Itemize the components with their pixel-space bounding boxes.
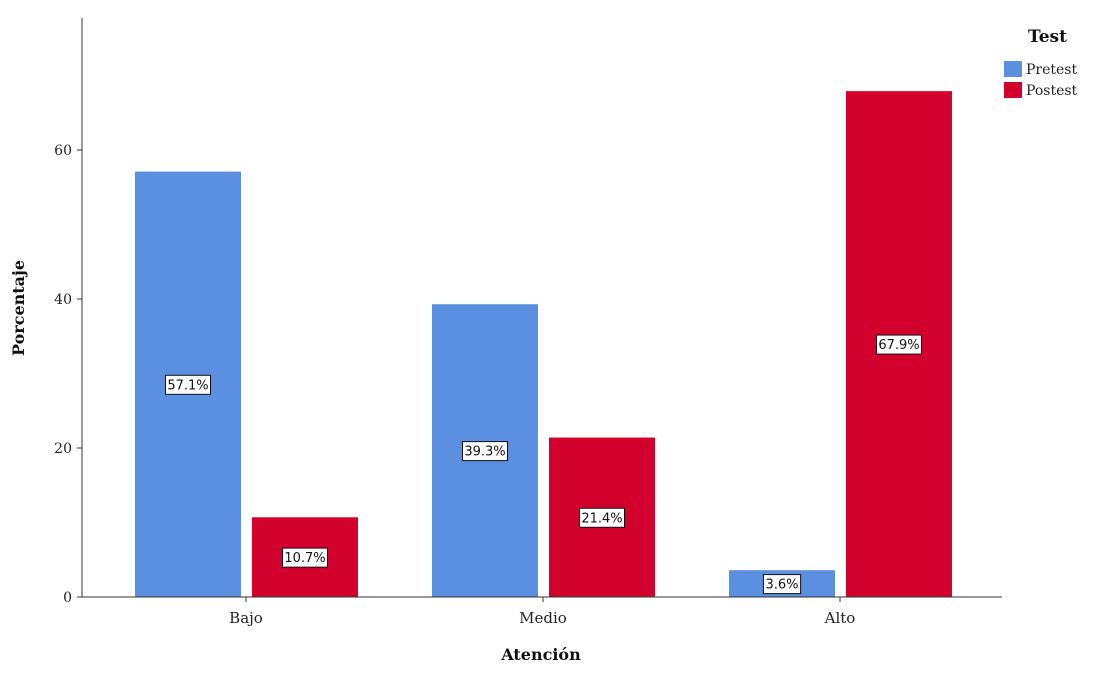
y-tick-label: 60 bbox=[54, 143, 72, 159]
data-label-box bbox=[579, 507, 625, 528]
legend-swatch-pretest bbox=[1004, 61, 1022, 77]
legend: Test Pretest Postest bbox=[1004, 27, 1078, 99]
legend-title: Test bbox=[1028, 27, 1067, 47]
x-tick-label: Bajo bbox=[229, 609, 263, 627]
legend-swatch-postest bbox=[1004, 82, 1022, 98]
legend-label-postest: Postest bbox=[1026, 83, 1078, 99]
y-tick-label: 40 bbox=[54, 292, 72, 308]
data-label: 67.9% bbox=[878, 338, 919, 353]
data-label: 57.1% bbox=[167, 378, 208, 393]
data-label: 39.3% bbox=[464, 445, 505, 460]
data-label-box bbox=[282, 547, 328, 568]
y-tick-label: 20 bbox=[54, 441, 72, 457]
data-label-box bbox=[462, 441, 508, 462]
data-label: 21.4% bbox=[581, 511, 622, 526]
y-tick-label: 0 bbox=[63, 590, 72, 606]
x-axis-title: Atención bbox=[500, 645, 581, 664]
data-label: 3.6% bbox=[765, 578, 798, 593]
data-label-box bbox=[165, 374, 211, 395]
data-label-box bbox=[762, 574, 802, 595]
legend-label-pretest: Pretest bbox=[1026, 62, 1077, 78]
x-tick-label: Medio bbox=[519, 609, 567, 627]
data-label: 10.7% bbox=[284, 551, 325, 566]
x-tick-label: Alto bbox=[824, 609, 856, 627]
data-label-box bbox=[876, 334, 922, 355]
y-axis-title: Porcentaje bbox=[9, 260, 28, 356]
